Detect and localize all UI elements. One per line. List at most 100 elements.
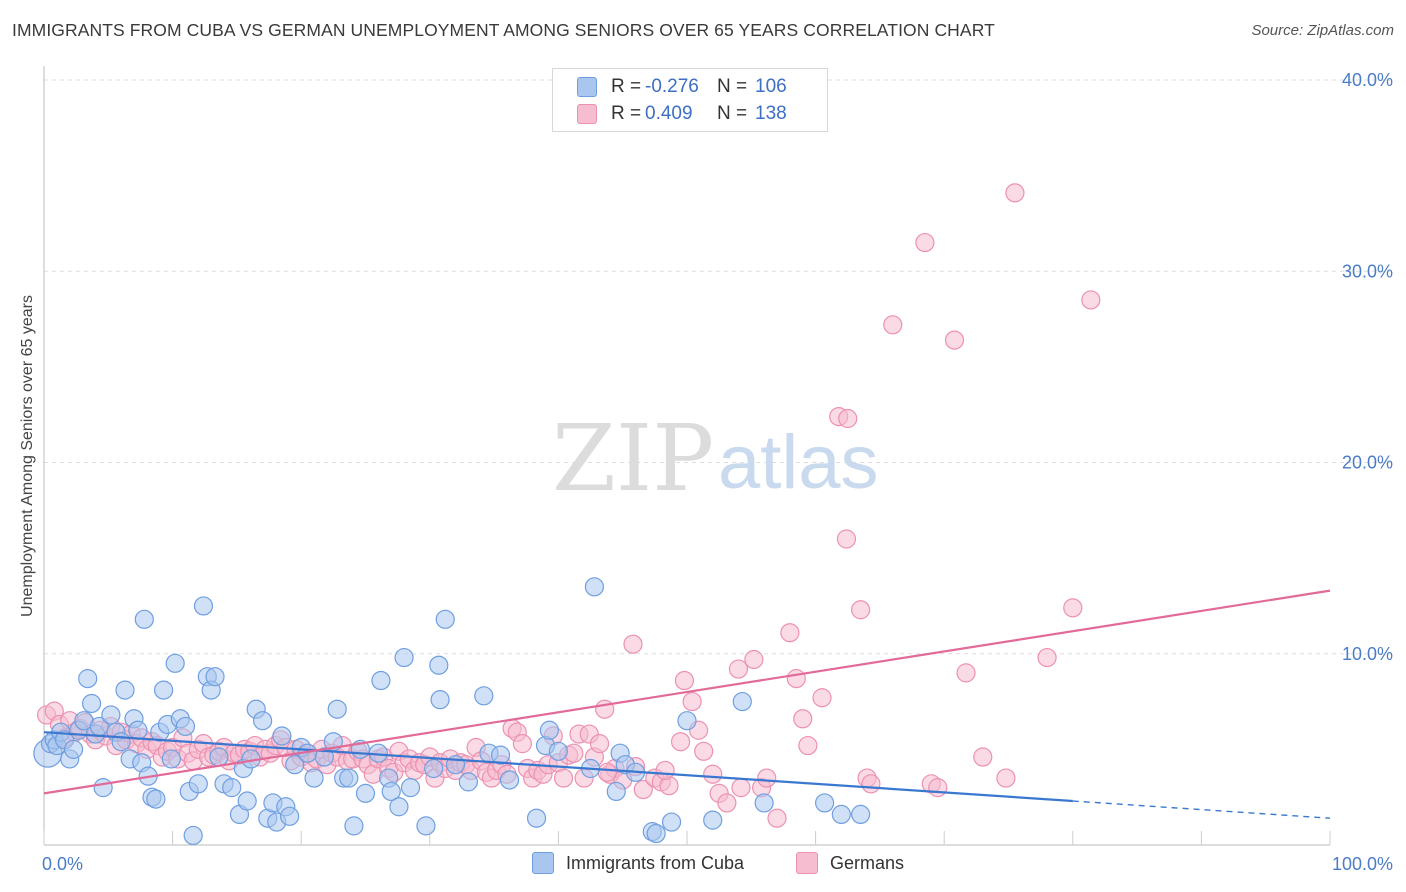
legend-swatch-cuba xyxy=(532,852,554,874)
point-immigrants-from-cuba xyxy=(339,768,359,788)
trendline-cuba-solid xyxy=(43,731,1073,803)
y-tick-label: 10.0% xyxy=(1342,644,1393,664)
y-tick-label: 40.0% xyxy=(1342,70,1393,90)
series-immigrants-from-cuba xyxy=(33,577,871,846)
point-immigrants-from-cuba xyxy=(754,793,774,813)
point-germans xyxy=(670,732,691,752)
point-immigrants-from-cuba xyxy=(394,647,414,668)
point-germans xyxy=(836,529,857,549)
x-tick-label: 0.0% xyxy=(42,854,83,874)
point-immigrants-from-cuba xyxy=(831,804,851,825)
point-germans xyxy=(512,734,532,754)
point-immigrants-from-cuba xyxy=(526,808,547,828)
legend-n-value: 138 xyxy=(755,103,787,124)
point-germans xyxy=(589,734,610,754)
legend-label-cuba: Immigrants from Cuba xyxy=(566,852,745,873)
point-immigrants-from-cuba xyxy=(285,755,305,775)
point-immigrants-from-cuba xyxy=(193,596,214,616)
point-immigrants-from-cuba xyxy=(490,745,511,765)
trend-lines xyxy=(43,589,1331,819)
point-immigrants-from-cuba xyxy=(381,781,401,802)
point-immigrants-from-cuba xyxy=(703,810,723,830)
point-germans xyxy=(996,768,1016,788)
chart-title: IMMIGRANTS FROM CUBA VS GERMAN UNEMPLOYM… xyxy=(12,20,995,40)
point-germans xyxy=(1063,598,1083,618)
point-immigrants-from-cuba xyxy=(416,816,436,836)
point-immigrants-from-cuba xyxy=(237,791,257,811)
point-germans xyxy=(1037,647,1057,668)
point-germans xyxy=(674,670,695,691)
legend-row-cuba: R = -0.276 N = 106 xyxy=(577,75,787,99)
point-germans xyxy=(928,778,948,798)
point-immigrants-from-cuba xyxy=(153,680,174,700)
point-immigrants-from-cuba xyxy=(209,747,229,767)
point-germans xyxy=(655,760,675,781)
point-immigrants-from-cuba xyxy=(111,732,131,752)
point-germans xyxy=(731,778,751,798)
point-immigrants-from-cuba xyxy=(458,772,478,792)
point-germans xyxy=(623,634,643,654)
point-germans xyxy=(851,600,871,620)
point-immigrants-from-cuba xyxy=(435,609,455,629)
point-immigrants-from-cuba xyxy=(539,720,559,740)
point-germans xyxy=(780,623,800,643)
point-germans xyxy=(793,709,813,729)
point-immigrants-from-cuba xyxy=(272,726,292,746)
point-immigrants-from-cuba xyxy=(389,797,409,817)
watermark-atlas: atlas xyxy=(718,420,879,505)
point-germans xyxy=(682,691,702,712)
point-immigrants-from-cuba xyxy=(183,825,203,846)
source-label: Source: ZipAtlas.com xyxy=(1251,22,1394,39)
point-germans xyxy=(915,232,935,253)
point-immigrants-from-cuba xyxy=(355,783,376,803)
point-germans xyxy=(703,764,723,784)
legend-n-label: N = xyxy=(717,103,748,124)
point-germans xyxy=(861,774,881,794)
point-immigrants-from-cuba xyxy=(499,770,520,790)
legend-r-value: -0.276 xyxy=(645,76,699,97)
point-germans xyxy=(956,663,976,683)
series-legend: Immigrants from Cuba Germans xyxy=(0,852,1406,878)
point-germans xyxy=(838,408,858,429)
point-germans xyxy=(1005,183,1025,203)
legend-n-label: N = xyxy=(717,76,748,97)
point-immigrants-from-cuba xyxy=(101,705,121,725)
point-germans xyxy=(798,735,818,756)
point-germans xyxy=(1081,290,1101,310)
point-immigrants-from-cuba xyxy=(165,653,185,673)
point-immigrants-from-cuba xyxy=(205,667,225,687)
point-germans xyxy=(973,747,993,767)
point-immigrants-from-cuba xyxy=(63,739,84,759)
point-immigrants-from-cuba xyxy=(474,686,494,706)
point-immigrants-from-cuba xyxy=(327,699,347,719)
point-immigrants-from-cuba xyxy=(548,741,569,761)
point-immigrants-from-cuba xyxy=(146,789,166,809)
point-germans xyxy=(744,649,764,670)
legend-r-label: R = xyxy=(611,103,642,124)
legend-swatch-cuba xyxy=(577,77,597,97)
point-immigrants-from-cuba xyxy=(429,655,449,675)
point-germans xyxy=(812,688,832,708)
y-tick-label: 30.0% xyxy=(1342,261,1393,281)
tick-labels: 10.0% 20.0% 30.0% 40.0% 0.0% 100.0% xyxy=(42,70,1393,874)
legend-item-germans[interactable]: Germans xyxy=(796,852,904,874)
point-immigrants-from-cuba xyxy=(661,812,682,832)
point-immigrants-from-cuba xyxy=(732,691,752,712)
grid-lines xyxy=(44,79,1392,655)
point-immigrants-from-cuba xyxy=(815,793,835,813)
point-immigrants-from-cuba xyxy=(134,609,154,629)
point-immigrants-from-cuba xyxy=(280,806,300,826)
point-immigrants-from-cuba xyxy=(253,711,273,731)
point-immigrants-from-cuba xyxy=(222,778,242,798)
watermark: ZIP atlas xyxy=(552,405,879,512)
x-tick-label: 100.0% xyxy=(1332,854,1393,874)
legend-swatch-germans xyxy=(577,104,597,124)
point-germans xyxy=(633,779,653,800)
point-immigrants-from-cuba xyxy=(606,781,626,802)
point-immigrants-from-cuba xyxy=(584,577,605,597)
legend-item-cuba[interactable]: Immigrants from Cuba xyxy=(532,852,744,874)
point-immigrants-from-cuba xyxy=(314,747,334,767)
legend-r-label: R = xyxy=(611,76,642,97)
legend-label-germans: Germans xyxy=(830,852,905,873)
